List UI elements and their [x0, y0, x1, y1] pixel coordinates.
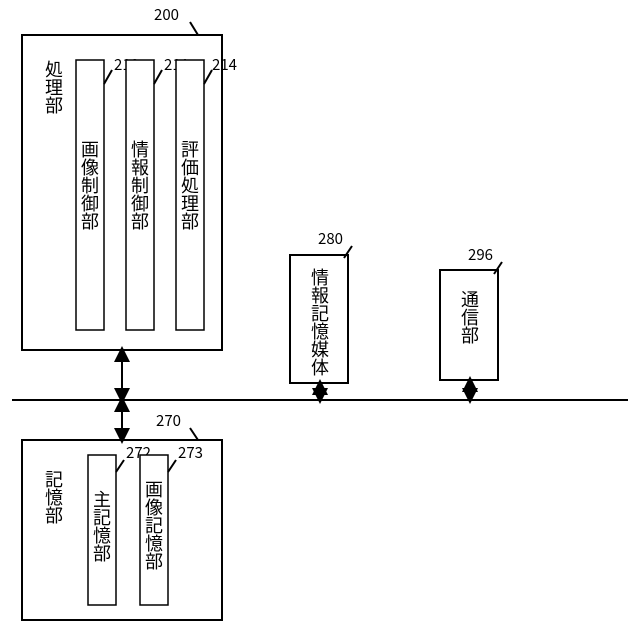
memory-title: 記憶部 — [41, 470, 67, 524]
comm-num: 296 — [468, 244, 493, 265]
info-medium-label: 情報記憶媒体 — [307, 268, 333, 376]
mem-item-1-num: 273 — [178, 442, 203, 463]
mem-item-1-label: 画像記憶部 — [141, 480, 167, 570]
proc-item-2-label: 評価処理部 — [177, 140, 203, 230]
proc-item-0-label: 画像制御部 — [77, 140, 103, 230]
memory-num: 270 — [156, 410, 181, 431]
processing-title: 処理部 — [41, 60, 67, 114]
proc-item-2-num-visible: 214 — [212, 54, 237, 75]
memory-block — [22, 440, 222, 620]
comm-label: 通信部 — [457, 290, 483, 344]
mem-item-0-label: 主記憶部 — [89, 490, 115, 562]
proc-item-1-label: 情報制御部 — [127, 140, 153, 230]
processing-num: 200 — [154, 4, 179, 25]
info-medium-num: 280 — [318, 228, 343, 249]
